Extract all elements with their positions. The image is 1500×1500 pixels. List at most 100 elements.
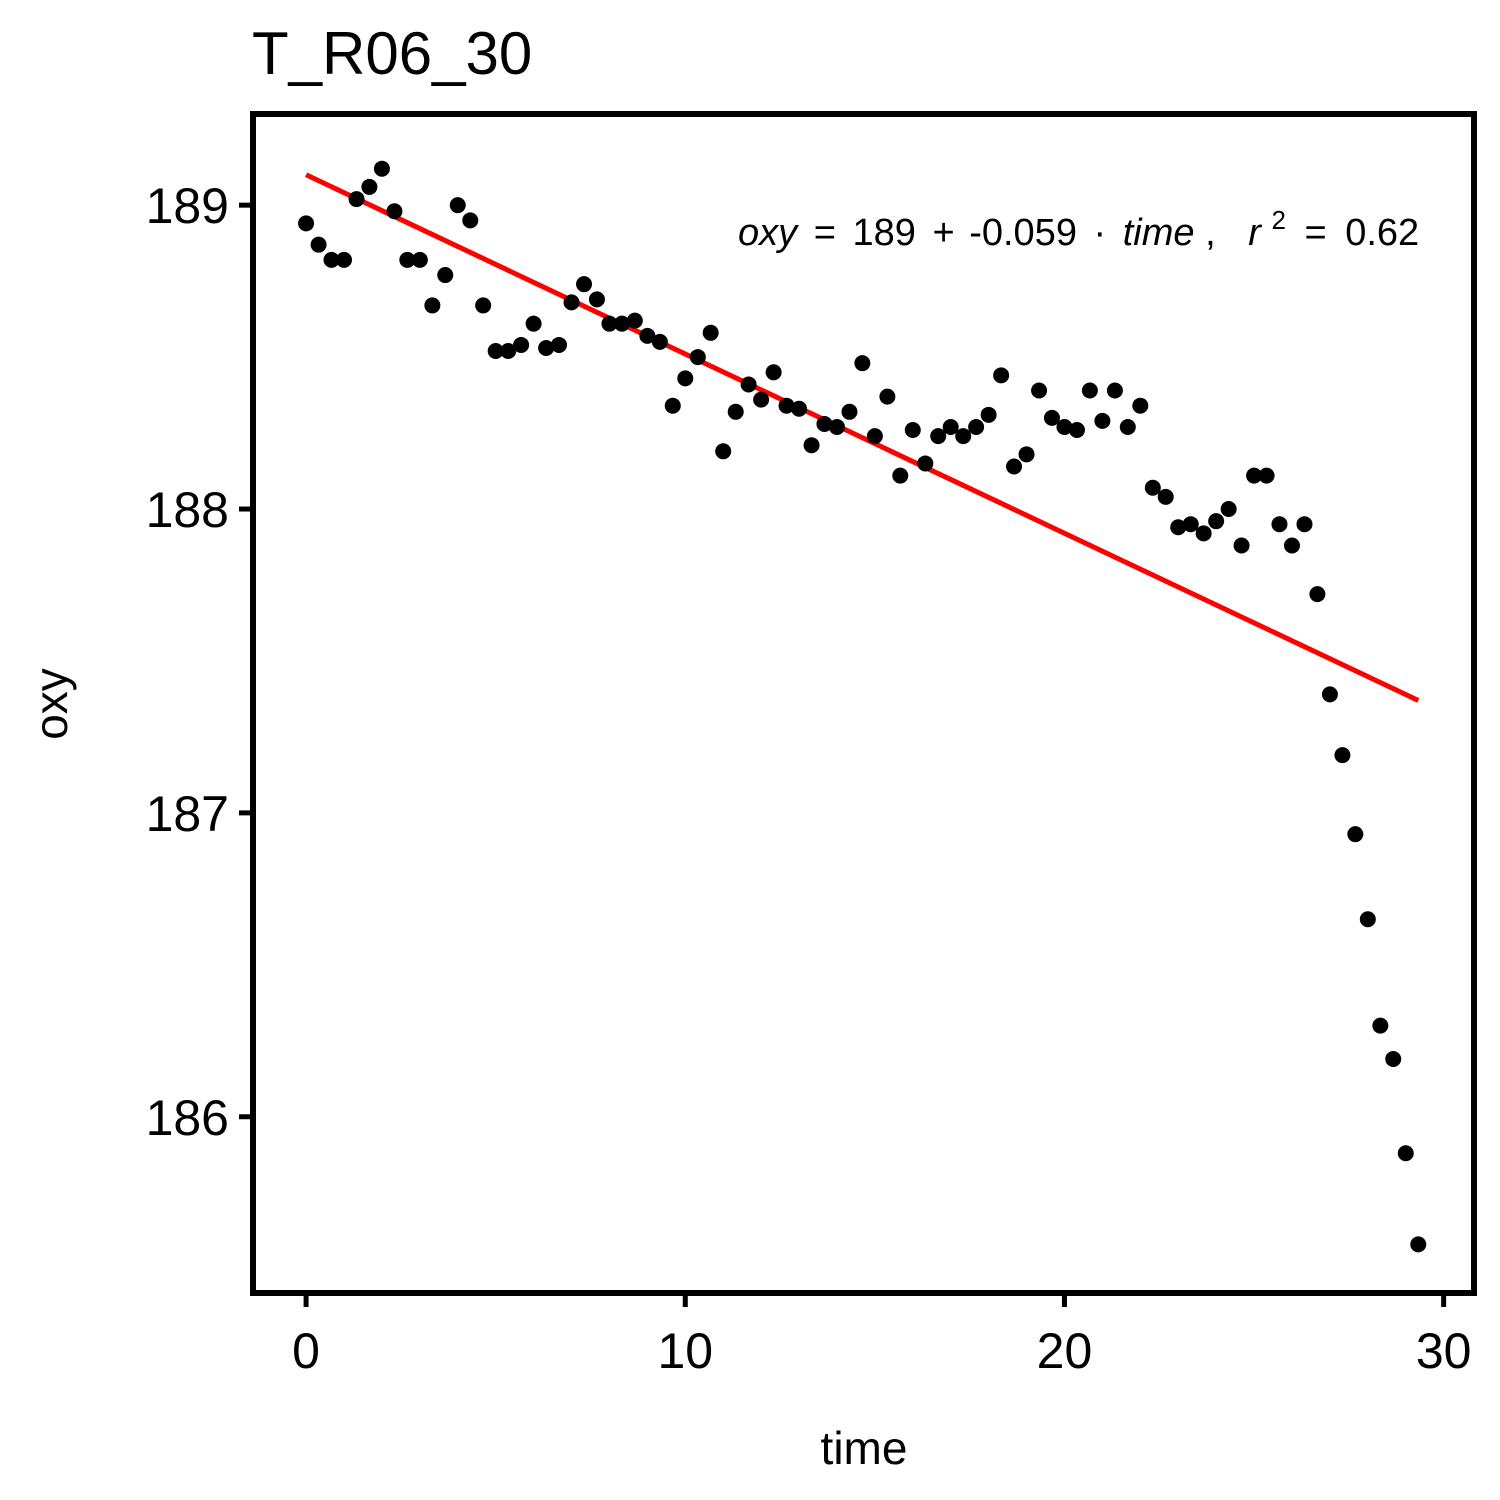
data-point	[677, 370, 694, 387]
data-point	[791, 400, 808, 417]
data-point	[310, 236, 327, 253]
data-point	[601, 315, 618, 332]
r-exponent: 2	[1271, 205, 1285, 235]
data-point	[1006, 458, 1023, 475]
data-point	[727, 403, 744, 420]
data-point	[626, 312, 643, 329]
x-tick-label: 0	[292, 1323, 320, 1379]
data-point	[1246, 467, 1263, 484]
data-point	[563, 294, 580, 311]
data-point	[1018, 446, 1035, 463]
data-point	[323, 251, 340, 268]
plot-panel-border	[250, 111, 1477, 1296]
data-point	[336, 251, 353, 268]
data-point	[1397, 1145, 1414, 1162]
data-point	[866, 428, 883, 445]
data-point	[942, 418, 959, 435]
data-point	[613, 315, 630, 332]
data-point	[386, 203, 403, 220]
svg-text:oxy = 189 +: oxy = 189 + -0.059 · time , r 2 = 0.62	[738, 196, 1419, 254]
data-point	[702, 324, 719, 341]
data-point	[816, 415, 833, 432]
x-tick-label: 10	[657, 1323, 713, 1379]
data-point	[449, 197, 466, 214]
x-axis-title: time	[821, 1422, 908, 1474]
data-point	[993, 367, 1010, 384]
regression-line	[305, 172, 1420, 703]
data-point	[1170, 519, 1187, 536]
data-point	[689, 349, 706, 366]
y-tick-label: 189	[146, 178, 229, 234]
equation-intercept: 189	[852, 212, 915, 254]
data-point	[1031, 382, 1048, 399]
data-point	[917, 455, 934, 472]
data-point	[1043, 409, 1060, 426]
chart-title: T_R06_30	[252, 20, 532, 87]
data-point	[968, 418, 985, 435]
data-point	[298, 215, 315, 232]
data-point	[955, 428, 972, 445]
y-axis-title: oxy	[25, 668, 77, 740]
data-point	[487, 343, 504, 360]
data-point	[462, 212, 479, 229]
data-point	[475, 297, 492, 314]
r-equals: =	[1304, 212, 1326, 254]
y-axis: 186 187 188 189	[146, 178, 250, 1146]
data-point	[525, 315, 542, 332]
data-point	[1347, 826, 1364, 843]
equation-dot: ·	[1094, 212, 1107, 254]
data-point	[879, 388, 896, 405]
y-tick-label: 188	[146, 482, 229, 538]
x-tick-label: 20	[1037, 1323, 1093, 1379]
equation-plus: +	[932, 212, 954, 254]
y-tick-label: 187	[146, 786, 229, 842]
data-point	[1144, 479, 1161, 496]
data-point	[1220, 501, 1237, 518]
data-point	[651, 333, 668, 350]
data-point	[551, 336, 568, 353]
data-point	[1106, 382, 1123, 399]
data-point	[892, 467, 909, 484]
equation-comma: ,	[1205, 212, 1216, 254]
data-point	[538, 339, 555, 356]
data-point	[765, 364, 782, 381]
data-point	[399, 251, 416, 268]
data-point	[588, 291, 605, 308]
data-point	[1283, 537, 1300, 554]
r-symbol: r	[1248, 212, 1262, 254]
data-point	[828, 418, 845, 435]
data-point	[513, 336, 530, 353]
data-point	[639, 327, 656, 344]
data-point	[576, 276, 593, 293]
data-point	[904, 422, 921, 439]
data-point	[930, 428, 947, 445]
data-point	[1321, 686, 1338, 703]
equation-equals: =	[814, 212, 836, 254]
y-tick-label: 186	[146, 1090, 229, 1146]
x-axis: 0 10 20 30	[292, 1296, 1471, 1379]
data-point	[664, 397, 681, 414]
data-point	[1119, 418, 1136, 435]
data-point	[1372, 1017, 1389, 1034]
data-point	[1309, 586, 1326, 603]
data-point	[1094, 412, 1111, 429]
data-point	[1296, 516, 1313, 533]
data-point	[854, 355, 871, 372]
data-point	[1081, 382, 1098, 399]
data-point	[753, 391, 770, 408]
data-point	[980, 406, 997, 423]
x-tick-label: 30	[1416, 1323, 1472, 1379]
data-point	[1359, 911, 1376, 928]
data-point	[1258, 467, 1275, 484]
r-value: 0.62	[1345, 212, 1419, 254]
data-point	[1271, 516, 1288, 533]
data-point	[1195, 525, 1212, 542]
data-point	[1385, 1051, 1402, 1068]
data-point	[740, 376, 757, 393]
equation-slope: -0.059	[969, 212, 1077, 254]
data-point	[1132, 397, 1149, 414]
data-point	[803, 437, 820, 454]
data-point	[715, 443, 732, 460]
data-point	[1182, 516, 1199, 533]
